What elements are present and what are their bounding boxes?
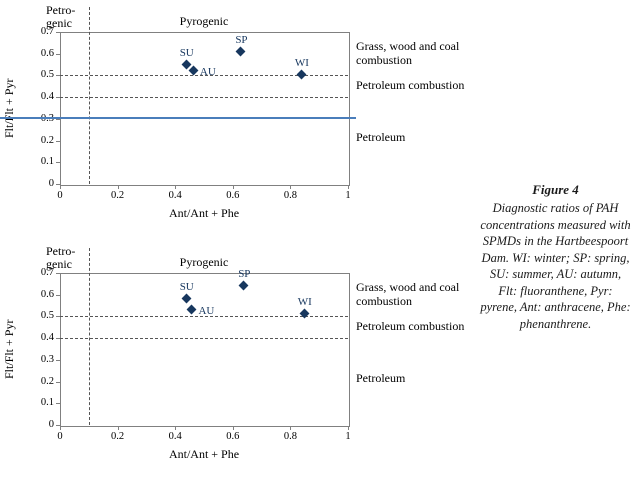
y-tick-label: 0.6	[40, 288, 54, 300]
y-tick-mark	[56, 32, 60, 33]
scatter-chart-top: Petro- genicPyrogenic00.10.20.30.40.50.6…	[0, 2, 478, 238]
scatter-chart-bottom: Petro- genic Pyrogenic 0 0.1 0.2 0.3 0.4 0.5 0.6…	[0, 243, 478, 479]
y-tick-label: 0.1	[40, 397, 54, 409]
plot-area	[60, 273, 350, 427]
y-tick-label: 0	[48, 178, 54, 189]
zone-annotation-1: Petroleum combustion	[356, 78, 465, 93]
zone-label-petrogenic: Petro- genic	[46, 3, 76, 30]
x-tick-label: 1	[345, 190, 351, 201]
data-point-label-au: AU	[199, 66, 216, 79]
y-tick-mark	[56, 53, 60, 55]
y-tick-mark	[56, 294, 60, 296]
y-tick-mark	[56, 425, 60, 426]
x-tick-mark	[290, 185, 292, 189]
y-tick-mark	[56, 162, 60, 164]
x-tick-mark	[175, 426, 177, 430]
y-tick-mark	[56, 381, 60, 383]
y-tick-label: 0.7	[40, 267, 54, 278]
y-tick-mark	[56, 403, 60, 405]
x-tick-label: 0	[57, 190, 63, 201]
y-tick-mark	[56, 338, 60, 340]
y-tick-mark	[56, 118, 60, 120]
zone-annotation-0: Grass, wood and coal combustion	[356, 38, 460, 67]
zone-label-petrogenic: Petro- genic	[46, 244, 76, 271]
y-tick-label: 0.4	[40, 91, 54, 103]
y-tick-mark	[56, 75, 60, 77]
zone-label-pyrogenic: Pyrogenic	[179, 14, 229, 28]
x-tick-mark	[175, 185, 177, 189]
y-tick-label: 0.2	[40, 134, 54, 146]
y-tick-mark	[56, 316, 60, 318]
x-tick-label: 0.6	[226, 190, 240, 201]
data-point-label-su: SU	[179, 46, 194, 59]
blue-horizontal-rule	[0, 116, 356, 119]
y-tick-label: 0.5	[40, 310, 54, 322]
x-tick-mark	[348, 185, 349, 189]
x-axis-label: Ant/Ant + Phe	[168, 206, 240, 220]
x-tick-label: 0.8	[283, 431, 297, 442]
y-tick-label: 0	[48, 419, 54, 430]
figure-caption: Figure 4 Diagnostic ratios of PAH concen…	[478, 0, 637, 483]
y-tick-label: 0.7	[40, 26, 54, 37]
x-tick-mark	[232, 426, 234, 430]
y-tick-mark	[56, 184, 60, 185]
x-tick-label: 0.2	[111, 431, 125, 442]
y-tick-mark	[56, 97, 60, 99]
x-tick-mark	[117, 426, 119, 430]
x-tick-mark	[290, 426, 292, 430]
petrogenic-boundary-line	[88, 7, 90, 184]
data-point-label-wi: WI	[297, 296, 312, 309]
x-tick-label: 1	[345, 431, 351, 442]
y-tick-label: 0.6	[40, 47, 54, 59]
y-tick-mark	[56, 140, 60, 142]
figure-caption-text: Diagnostic ratios of PAH concentrations …	[480, 201, 631, 331]
ratio-boundary-line-1	[60, 97, 348, 99]
figure-label: Figure 4	[532, 182, 579, 197]
y-axis-label: Flt/Flt + Pyr	[2, 78, 16, 138]
x-tick-label: 0.6	[226, 431, 240, 442]
x-axis-label: Ant/Ant + Phe	[168, 447, 240, 461]
x-tick-label: 0.8	[283, 190, 297, 201]
zone-annotation-2: Petroleum	[356, 130, 406, 145]
x-tick-label: 0	[57, 431, 63, 442]
petrogenic-boundary-line	[88, 248, 90, 425]
data-point-label-au: AU	[198, 304, 215, 317]
x-tick-label: 0.2	[111, 190, 125, 201]
y-tick-label: 0.4	[40, 332, 54, 344]
ratio-boundary-line-0	[60, 75, 348, 77]
ratio-boundary-line-0	[60, 316, 348, 318]
x-tick-mark	[60, 426, 61, 430]
zone-annotation-2: Petroleum	[356, 371, 406, 386]
y-tick-label: 0.2	[40, 375, 54, 387]
y-tick-mark	[56, 359, 60, 361]
x-tick-label: 0.4	[168, 190, 182, 201]
zone-label-pyrogenic: Pyrogenic	[179, 255, 229, 269]
y-tick-mark	[56, 273, 60, 274]
x-tick-label: 0.4	[168, 431, 182, 442]
zone-annotation-1: Petroleum combustion	[356, 319, 465, 334]
y-tick-label: 0.3	[40, 353, 54, 365]
x-tick-mark	[348, 426, 349, 430]
x-tick-mark	[232, 185, 234, 189]
data-point-label-sp: SP	[238, 268, 251, 281]
data-point-label-su: SU	[179, 281, 194, 294]
x-tick-mark	[60, 185, 61, 189]
plot-area	[60, 32, 350, 186]
zone-annotation-0: Grass, wood and coal combustion	[356, 279, 460, 308]
charts-column: Petro- genic Pyrogenic 0 0.1 0.2 0.3 0.4 0.5 0.6…	[0, 2, 478, 479]
y-tick-label: 0.5	[40, 69, 54, 81]
x-tick-mark	[117, 185, 119, 189]
ratio-boundary-line-1	[60, 338, 348, 340]
data-point-label-wi: WI	[294, 57, 309, 70]
y-axis-label: Flt/Flt + Pyr	[2, 319, 16, 379]
data-point-label-sp: SP	[235, 33, 248, 46]
y-tick-label: 0.1	[40, 156, 54, 168]
